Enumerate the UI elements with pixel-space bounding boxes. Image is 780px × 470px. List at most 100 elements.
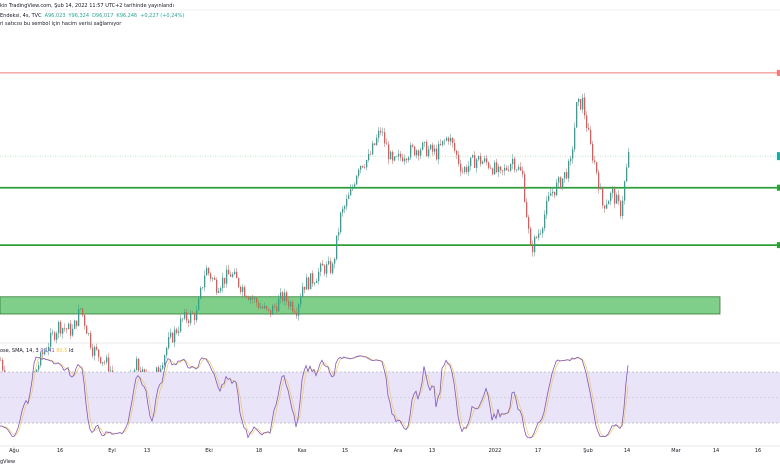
stoch-legend[interactable]: ose, SMA, 14, 3 99,41 80,5 ld (0, 348, 74, 354)
candle-body (232, 274, 234, 277)
candle-body (184, 312, 186, 319)
candle-body (316, 281, 318, 283)
candle-body (240, 286, 242, 292)
candle-body (280, 292, 282, 299)
candle-body (234, 271, 236, 275)
candle-body (260, 306, 262, 309)
candle-body (484, 158, 486, 162)
symbol-name[interactable]: Endeksi, 4s, TVC (0, 13, 42, 19)
current-axis-marker (777, 152, 780, 161)
candle-body (92, 347, 94, 356)
symbol-line: Endeksi, 4s, TVC A96,023 Y96,324 D96,017 K96… (0, 13, 187, 19)
stoch-label: ose, SMA, 14, 3 (0, 348, 39, 354)
candle-body (144, 369, 146, 374)
candle-body (194, 313, 196, 321)
candle-body (394, 156, 396, 161)
candle-body (480, 156, 482, 164)
candle-body (188, 320, 190, 323)
candle-body (198, 298, 200, 311)
candle-body (206, 267, 208, 276)
candle-body (66, 328, 68, 330)
candle-body (526, 201, 528, 218)
candle-body (110, 370, 112, 372)
candle-body (50, 332, 52, 347)
candle-body (486, 158, 488, 163)
candle-body (476, 159, 478, 168)
candle-body (326, 264, 328, 274)
candle-body (252, 297, 254, 299)
candle-body (594, 160, 596, 163)
candle-body (166, 347, 168, 356)
candle-body (278, 298, 280, 312)
stoch-k-value: 99,41 (40, 348, 55, 354)
candle-body (542, 228, 544, 234)
candle-body (428, 149, 430, 157)
candle-body (388, 144, 390, 160)
candle-body (424, 141, 426, 143)
candle-body (172, 332, 174, 343)
candle-body (300, 296, 302, 305)
candle-body (298, 304, 300, 316)
candle-body (626, 167, 628, 182)
candle-body (494, 162, 496, 175)
candle-body (322, 263, 324, 266)
support2-axis-marker (777, 242, 780, 249)
support-zone (0, 296, 721, 315)
candle-body (236, 271, 238, 278)
candle-body (556, 182, 558, 196)
candle-body (82, 308, 84, 316)
candle-body (196, 310, 198, 321)
candle-body (508, 169, 510, 171)
ohlc-high: Y96,324 (68, 13, 90, 19)
candle-body (342, 208, 344, 213)
candle-body (540, 233, 542, 234)
candle-body (558, 177, 560, 183)
candle-body (548, 195, 550, 201)
candle-body (554, 191, 556, 196)
candle-body (538, 233, 540, 238)
candle-body (590, 129, 592, 144)
candle-body (384, 132, 386, 144)
ohlc-open: A96,023 (44, 13, 66, 19)
candle-body (230, 274, 232, 277)
published-line: kin TradingView.com, Şub 14, 2022 11:57 … (0, 3, 174, 9)
candle-body (200, 287, 202, 299)
x-tick-label: Mar (671, 448, 681, 454)
candle-body (210, 273, 212, 279)
candle-body (600, 187, 602, 190)
candle-body (246, 296, 248, 298)
candle-body (618, 194, 620, 202)
candle-body (406, 158, 408, 160)
candle-body (420, 149, 422, 156)
candle-body (284, 292, 286, 301)
candle-body (80, 308, 82, 310)
candle-body (396, 156, 398, 158)
candle-body (98, 349, 100, 357)
candle-body (106, 357, 108, 363)
candle-body (212, 278, 214, 279)
candle-body (2, 360, 4, 371)
candle-body (628, 152, 630, 168)
candle-body (390, 151, 392, 160)
stoch-d-value: 80,5 (56, 348, 68, 354)
x-tick-label: Kas (298, 448, 307, 454)
candle-body (72, 328, 74, 336)
candle-body (504, 167, 506, 171)
candle-body (286, 292, 288, 302)
candle-body (356, 175, 358, 185)
candle-body (158, 367, 160, 373)
candle-body (348, 195, 350, 199)
candle-body (160, 368, 162, 373)
candle-body (402, 157, 404, 162)
candle-body (266, 305, 268, 309)
candle-body (256, 297, 258, 304)
candle-body (430, 144, 432, 150)
candle-body (64, 327, 66, 329)
candle-body (568, 161, 570, 179)
candle-body (562, 178, 564, 189)
candle-body (404, 158, 406, 162)
candle-body (162, 365, 164, 369)
candle-body (410, 145, 412, 158)
candle-body (136, 358, 138, 371)
